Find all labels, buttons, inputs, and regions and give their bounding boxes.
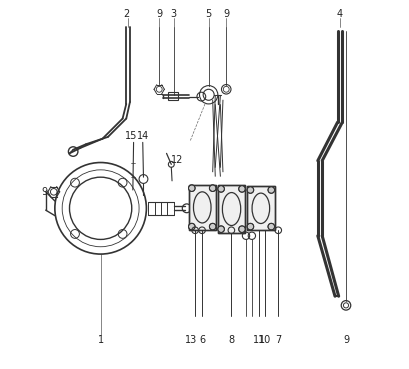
Text: 11: 11 — [252, 335, 265, 345]
Text: 2: 2 — [123, 9, 129, 19]
Text: 12: 12 — [171, 155, 183, 165]
Circle shape — [209, 223, 216, 230]
Text: 7: 7 — [274, 335, 281, 345]
Circle shape — [267, 187, 274, 193]
Text: 9: 9 — [342, 335, 348, 345]
Text: 13: 13 — [184, 335, 197, 345]
Bar — [217, 185, 245, 233]
Circle shape — [217, 226, 224, 232]
Bar — [217, 185, 245, 233]
Text: 9: 9 — [41, 187, 47, 197]
Text: 1: 1 — [97, 335, 103, 345]
Circle shape — [188, 185, 195, 192]
Text: 15: 15 — [124, 131, 137, 141]
Circle shape — [247, 223, 253, 230]
Circle shape — [238, 186, 245, 192]
Text: 9: 9 — [156, 9, 162, 19]
Circle shape — [238, 226, 245, 232]
Text: 8: 8 — [228, 335, 234, 345]
Text: 9: 9 — [222, 9, 229, 19]
Circle shape — [267, 223, 274, 230]
Bar — [188, 184, 216, 230]
Circle shape — [217, 186, 224, 192]
Bar — [168, 92, 177, 100]
Circle shape — [209, 185, 216, 192]
Circle shape — [247, 187, 253, 193]
Bar — [188, 184, 216, 230]
Text: 6: 6 — [198, 335, 204, 345]
Text: 14: 14 — [137, 131, 149, 141]
Circle shape — [188, 223, 195, 230]
Text: 10: 10 — [258, 335, 271, 345]
Text: 5: 5 — [205, 9, 211, 19]
Bar — [247, 186, 274, 230]
Text: 3: 3 — [171, 9, 177, 19]
Text: 4: 4 — [336, 9, 342, 19]
Bar — [247, 186, 274, 230]
